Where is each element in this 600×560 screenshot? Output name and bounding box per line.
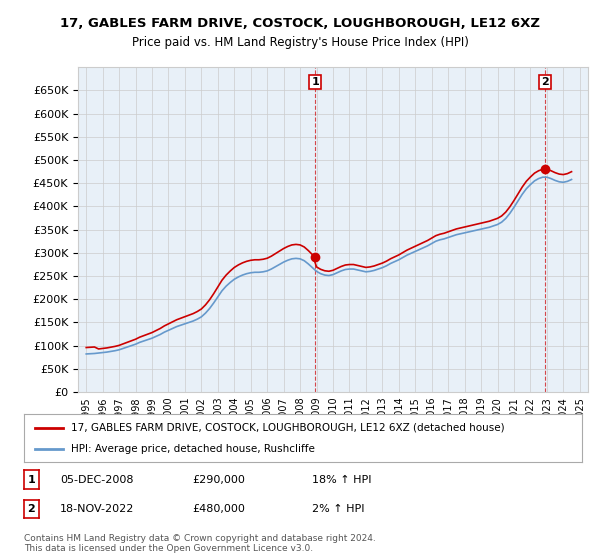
Text: 2: 2 bbox=[28, 504, 35, 514]
Text: 18-NOV-2022: 18-NOV-2022 bbox=[60, 504, 134, 514]
Text: 2: 2 bbox=[541, 77, 549, 87]
Text: 1: 1 bbox=[311, 77, 319, 87]
Text: HPI: Average price, detached house, Rushcliffe: HPI: Average price, detached house, Rush… bbox=[71, 444, 316, 454]
Text: £480,000: £480,000 bbox=[192, 504, 245, 514]
Text: 18% ↑ HPI: 18% ↑ HPI bbox=[312, 475, 371, 485]
Text: 17, GABLES FARM DRIVE, COSTOCK, LOUGHBOROUGH, LE12 6XZ (detached house): 17, GABLES FARM DRIVE, COSTOCK, LOUGHBOR… bbox=[71, 423, 505, 433]
Text: 17, GABLES FARM DRIVE, COSTOCK, LOUGHBOROUGH, LE12 6XZ: 17, GABLES FARM DRIVE, COSTOCK, LOUGHBOR… bbox=[60, 17, 540, 30]
Text: 05-DEC-2008: 05-DEC-2008 bbox=[60, 475, 133, 485]
Text: Contains HM Land Registry data © Crown copyright and database right 2024.
This d: Contains HM Land Registry data © Crown c… bbox=[24, 534, 376, 553]
Text: £290,000: £290,000 bbox=[192, 475, 245, 485]
Text: 2% ↑ HPI: 2% ↑ HPI bbox=[312, 504, 365, 514]
Text: 1: 1 bbox=[28, 475, 35, 484]
Text: Price paid vs. HM Land Registry's House Price Index (HPI): Price paid vs. HM Land Registry's House … bbox=[131, 36, 469, 49]
